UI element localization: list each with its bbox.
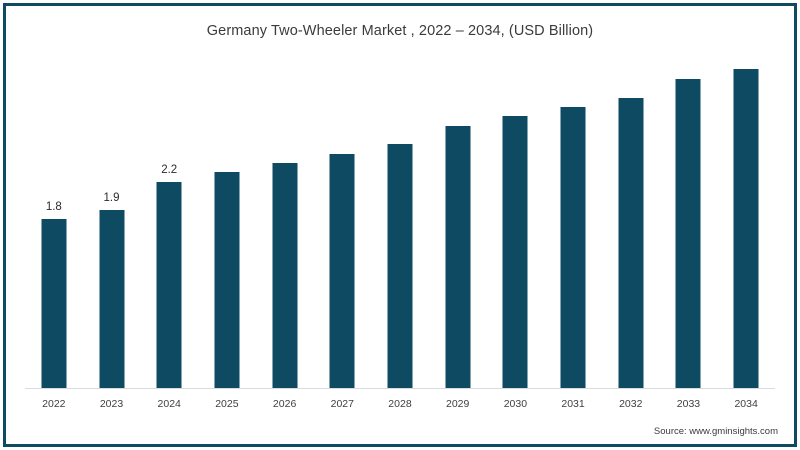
x-axis-line (25, 388, 775, 389)
x-tick-2034: 2034 (734, 398, 758, 410)
bar-2032[interactable] (618, 97, 644, 388)
bar-2025[interactable] (214, 172, 240, 388)
x-tick-2033: 2033 (676, 398, 701, 410)
plot-area: 1.8 1.9 2.2 (25, 60, 775, 389)
bar-slot (371, 60, 429, 388)
bar-2022[interactable] (41, 219, 67, 388)
x-tick-2022: 2022 (42, 398, 66, 410)
bar-series: 1.8 1.9 2.2 (25, 60, 775, 388)
bar-slot: 2.2 (140, 60, 198, 388)
bar-slot (602, 60, 660, 388)
bar-slot (717, 60, 775, 388)
bar-2026[interactable] (272, 163, 298, 388)
bar-2031[interactable] (560, 106, 586, 388)
x-tick-2027: 2027 (330, 398, 354, 410)
bar-slot (660, 60, 718, 388)
bar-slot (313, 60, 371, 388)
bar-2033[interactable] (675, 78, 701, 388)
bar-2029[interactable] (445, 125, 471, 388)
x-tick-2032: 2032 (619, 398, 643, 410)
bar-2023[interactable] (99, 209, 125, 388)
x-tick-2026: 2026 (272, 398, 297, 410)
bar-slot (256, 60, 314, 388)
bar-slot (544, 60, 602, 388)
x-tick-2030: 2030 (503, 398, 528, 410)
x-tick-2028: 2028 (388, 398, 412, 410)
bar-2024[interactable] (156, 181, 182, 388)
bar-slot (487, 60, 545, 388)
x-tick-2024: 2024 (157, 398, 181, 410)
bar-value-label-2023: 1.9 (103, 191, 120, 204)
bar-slot (198, 60, 256, 388)
bar-slot: 1.9 (83, 60, 141, 388)
bar-2034[interactable] (733, 69, 759, 388)
bar-2030[interactable] (502, 116, 528, 388)
bar-2028[interactable] (387, 144, 413, 388)
bar-slot (429, 60, 487, 388)
chart-title: Germany Two-Wheeler Market , 2022 – 2034… (206, 23, 594, 39)
bar-slot: 1.8 (25, 60, 83, 388)
bar-value-label-2022: 1.8 (45, 201, 62, 214)
x-tick-2023: 2023 (99, 398, 124, 410)
x-tick-2031: 2031 (561, 398, 585, 410)
bar-2027[interactable] (329, 153, 355, 388)
x-tick-2029: 2029 (446, 398, 470, 410)
bar-value-label-2024: 2.2 (161, 163, 178, 176)
x-tick-2025: 2025 (215, 398, 239, 410)
source-caption: Source: www.gminsights.com (653, 426, 778, 437)
x-axis-tick-labels: 2022 2023 2024 2025 2026 2027 2028 2029 2030 2031… (25, 398, 775, 416)
